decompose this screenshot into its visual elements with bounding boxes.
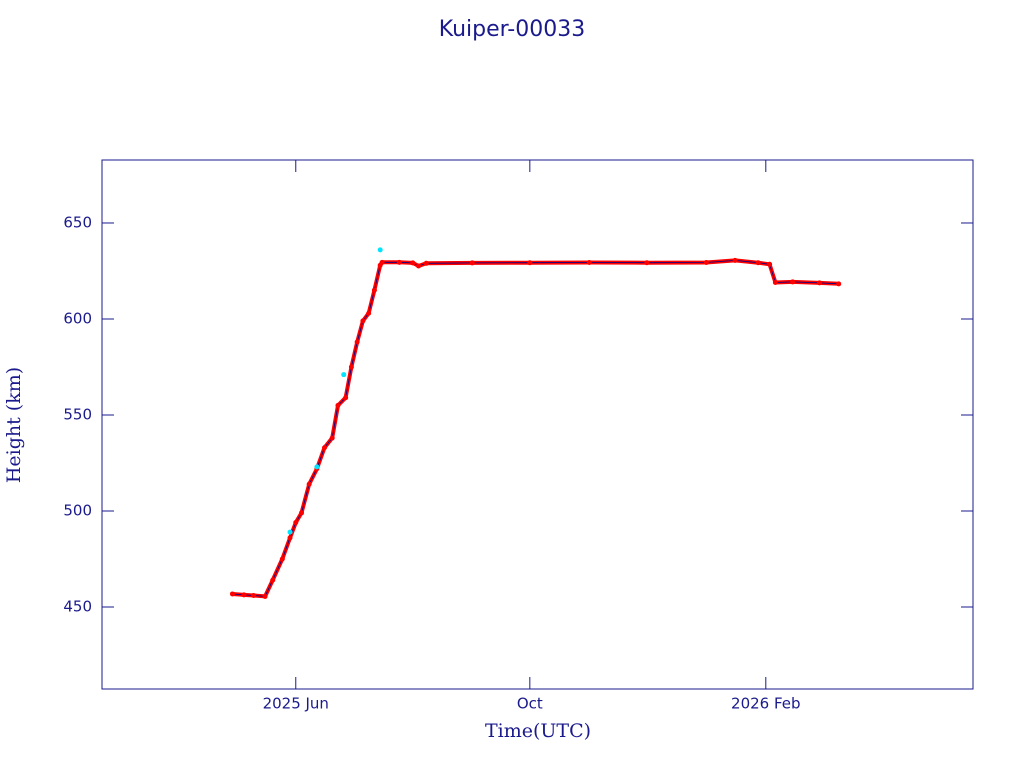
data-point [262,593,268,599]
data-point [410,260,416,266]
data-point [817,280,823,286]
y-axis-label: Height (km) [3,367,25,483]
data-point [335,402,341,408]
data-point [469,260,475,266]
x-tick-label: 2026 Feb [731,695,801,713]
data-point [377,247,383,253]
data-point [270,577,276,583]
data-point [287,529,293,535]
data-point [732,257,738,263]
data-point [354,339,360,345]
data-point [287,535,293,541]
data-point [396,259,402,265]
data-point [306,481,312,487]
y-tick-label: 500 [63,502,92,520]
y-tick-label: 450 [63,598,92,616]
data-point [251,592,257,598]
data-point [644,260,650,266]
y-tick-label: 650 [63,213,92,231]
y-tick-label: 600 [63,309,92,327]
data-point [423,260,429,266]
data-point [703,260,709,266]
data-point [772,280,778,286]
plot-frame [101,159,974,690]
data-point [836,281,842,287]
data-point [348,364,354,370]
data-point [293,520,299,526]
data-point [527,260,533,266]
x-axis-label: Time(UTC) [485,720,591,742]
data-point [241,592,247,598]
data-point [343,395,349,401]
data-point [366,310,372,316]
data-point [371,287,377,293]
data-line [232,258,839,599]
data-line-core [232,259,839,597]
x-tick-label: Oct [517,695,543,713]
data-point [586,260,592,266]
data-point [314,464,320,470]
data-point [279,556,285,562]
data-point [322,445,328,451]
x-tick-label: 2025 Jun [263,695,329,713]
data-point [341,372,347,378]
data-point [299,510,305,516]
data-point [360,318,366,324]
data-point [767,261,773,267]
data-point [329,435,335,441]
data-point [790,279,796,285]
data-point [229,591,235,597]
data-point [416,263,422,269]
chart-title: Kuiper-00033 [439,17,585,42]
data-point [379,259,385,265]
data-point [755,260,761,266]
y-tick-label: 550 [63,405,92,423]
